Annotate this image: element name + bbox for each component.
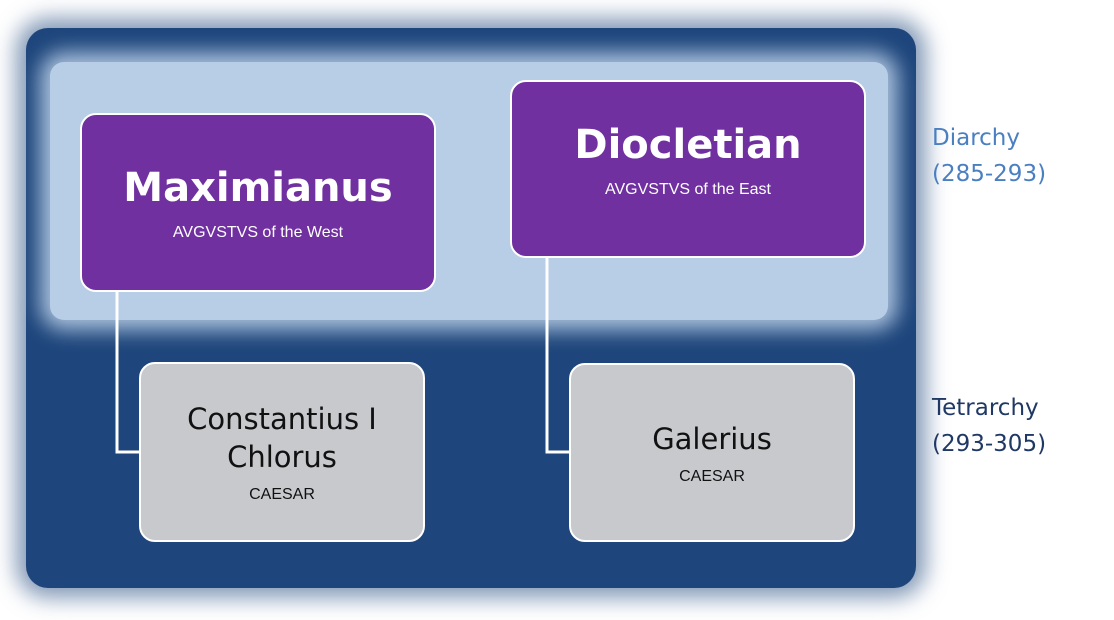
augustus-east-box: Diocletian AVGVSTVS of the East	[510, 80, 866, 258]
caesar-west-name-line1: Constantius I	[187, 402, 377, 436]
augustus-east-name: Diocletian	[574, 122, 802, 168]
augustus-west-title: AVGVSTVS of the West	[172, 223, 344, 241]
caesar-west-name-line2: Chlorus	[227, 440, 337, 474]
era-diarchy-label: Diarchy (285-293)	[932, 120, 1046, 192]
era-tetrarchy-years: (293-305)	[932, 431, 1047, 457]
caesar-west-box: Constantius I Chlorus CAESAR	[139, 362, 425, 542]
connector-west	[115, 292, 141, 454]
augustus-west-name: Maximianus	[123, 164, 393, 211]
caesar-east-title: CAESAR	[679, 467, 745, 485]
era-tetrarchy-name: Tetrarchy	[932, 395, 1039, 421]
augustus-west-box: Maximianus AVGVSTVS of the West	[80, 113, 436, 292]
connector-east	[545, 258, 571, 454]
era-diarchy-name: Diarchy	[932, 125, 1020, 151]
caesar-east-box: Galerius CAESAR	[569, 363, 855, 542]
augustus-east-title: AVGVSTVS of the East	[605, 181, 771, 198]
caesar-east-name: Galerius	[652, 421, 772, 456]
era-diarchy-years: (285-293)	[932, 161, 1047, 187]
era-tetrarchy-label: Tetrarchy (293-305)	[932, 390, 1046, 462]
caesar-west-title: CAESAR	[249, 486, 315, 503]
